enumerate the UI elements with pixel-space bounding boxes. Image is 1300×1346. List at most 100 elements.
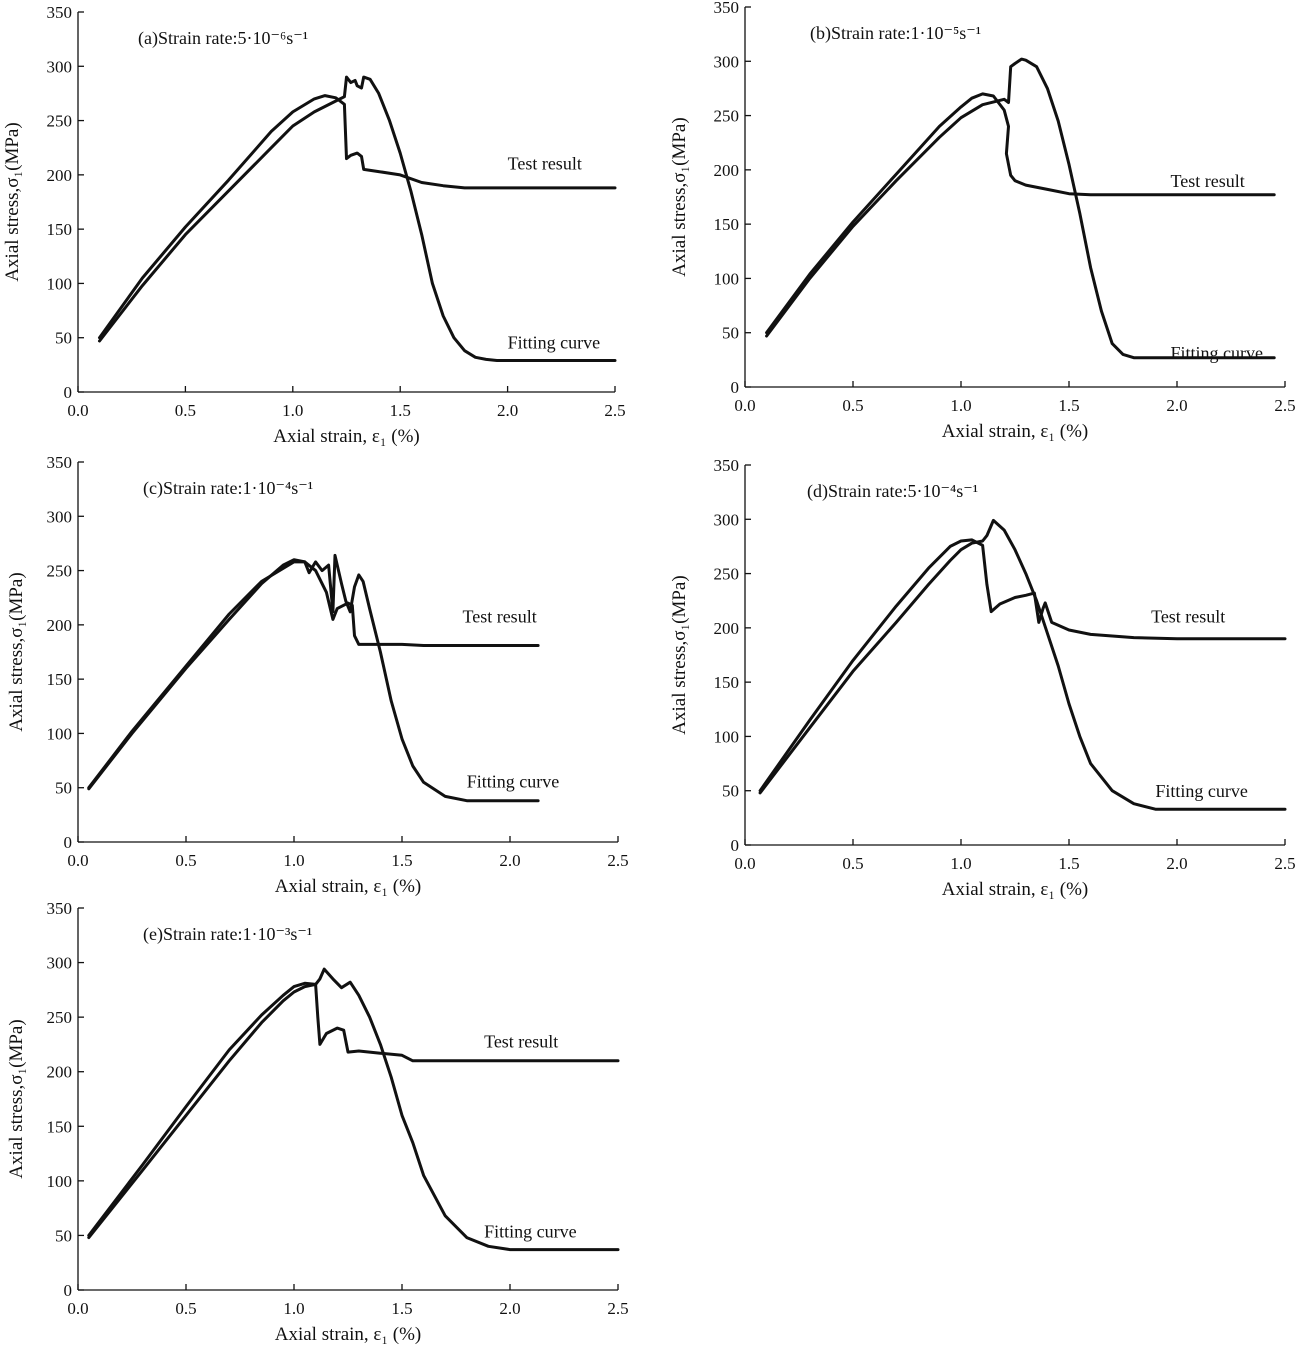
- y-tick-label: 0: [64, 833, 73, 852]
- y-tick-label: 0: [64, 1281, 73, 1300]
- x-tick-label: 1.5: [390, 401, 411, 420]
- series-label-fitting-curve: Fitting curve: [1171, 343, 1264, 363]
- x-tick-label: 1.5: [1058, 854, 1079, 873]
- x-tick-label: 2.5: [607, 1299, 628, 1318]
- chart-panel-4: 0.0 0.5 1.0 1.5 2.0 2.5 0 50 100 150 200 250 300 350 A…: [669, 456, 1296, 900]
- x-tick-label: 2.5: [607, 851, 628, 870]
- y-tick-label: 200: [47, 1063, 73, 1082]
- x-tick-label: 1.0: [283, 1299, 304, 1318]
- x-tick-label: 2.5: [604, 401, 625, 420]
- x-tick-label: 1.0: [283, 851, 304, 870]
- series-line-test-result: [765, 57, 1276, 360]
- y-tick-label: 200: [47, 166, 73, 185]
- series-label-fitting-curve: Fitting curve: [508, 333, 600, 353]
- series-line-test-result: [87, 553, 540, 803]
- x-tick-label: 1.5: [391, 851, 412, 870]
- y-axis-label: Axial stress,σ₁(MPa): [669, 117, 690, 276]
- x-tick-label: 2.5: [1274, 854, 1295, 873]
- y-tick-label: 350: [47, 453, 73, 472]
- chart-panel-2: 0.0 0.5 1.0 1.5 2.0 2.5 0 50 100 150 200 250 300 350 A…: [669, 0, 1296, 442]
- panel-title: (c)Strain rate:1·10⁻⁴s⁻¹: [143, 478, 313, 499]
- x-tick-label: 1.0: [950, 854, 971, 873]
- y-tick-label: 150: [47, 670, 73, 689]
- y-tick-label: 0: [731, 836, 740, 855]
- panel-title: (e)Strain rate:1·10⁻³s⁻¹: [143, 924, 312, 945]
- y-tick-label: 100: [714, 727, 740, 746]
- series-line-test-result: [98, 75, 617, 362]
- y-tick-label: 100: [47, 724, 73, 743]
- x-tick-label: 0.0: [734, 854, 755, 873]
- y-tick-label: 150: [47, 220, 73, 239]
- y-tick-label: 250: [47, 562, 73, 581]
- y-tick-label: 350: [714, 456, 740, 475]
- y-tick-label: 50: [722, 324, 739, 343]
- panel-title: (d)Strain rate:5·10⁻⁴s⁻¹: [807, 481, 978, 502]
- chart-panel-3: 0.0 0.5 1.0 1.5 2.0 2.5 0 50 100 150 200 250 300 350 A…: [6, 453, 629, 897]
- y-tick-label: 0: [731, 378, 740, 397]
- series-label-test-result: Test result: [1151, 606, 1225, 626]
- series-line-fitting-curve: [98, 94, 617, 340]
- x-tick-label: 2.5: [1274, 396, 1295, 415]
- x-axis-label: Axial strain, ε₁ (%): [273, 426, 420, 447]
- x-tick-label: 0.5: [175, 401, 196, 420]
- chart-panel-1: 0.0 0.5 1.0 1.5 2.0 2.5 0 50 100 150 200 250 300 350 A…: [2, 3, 626, 447]
- series-label-test-result: Test result: [462, 607, 536, 627]
- panel-title: (b)Strain rate:1·10⁻⁵s⁻¹: [810, 23, 981, 44]
- y-tick-label: 250: [47, 112, 73, 131]
- y-tick-label: 300: [47, 954, 73, 973]
- y-tick-label: 300: [47, 57, 73, 76]
- y-axis-label: Axial stress,σ₁(MPa): [2, 122, 23, 281]
- y-tick-label: 50: [55, 329, 72, 348]
- series-label-fitting-curve: Fitting curve: [1155, 781, 1248, 801]
- y-tick-label: 200: [714, 161, 740, 180]
- y-tick-label: 350: [47, 3, 73, 22]
- x-tick-label: 2.0: [499, 851, 520, 870]
- x-tick-label: 2.0: [1166, 396, 1187, 415]
- x-tick-label: 1.5: [1058, 396, 1079, 415]
- x-tick-label: 0.0: [734, 396, 755, 415]
- panel-title: (a)Strain rate:5·10⁻⁶s⁻¹: [138, 28, 308, 49]
- series-line-fitting-curve: [87, 981, 620, 1237]
- x-tick-label: 0.5: [842, 854, 863, 873]
- y-tick-label: 100: [714, 269, 740, 288]
- y-tick-label: 300: [47, 507, 73, 526]
- series-label-test-result: Test result: [508, 153, 582, 173]
- x-tick-label: 1.0: [950, 396, 971, 415]
- y-tick-label: 300: [714, 510, 740, 529]
- series-label-fitting-curve: Fitting curve: [484, 1222, 576, 1242]
- y-tick-label: 50: [55, 1226, 72, 1245]
- y-tick-label: 200: [47, 616, 73, 635]
- x-tick-label: 0.5: [175, 851, 196, 870]
- y-tick-label: 250: [714, 107, 740, 126]
- y-axis-label: Axial stress,σ₁(MPa): [6, 572, 27, 731]
- x-tick-label: 0.0: [67, 1299, 88, 1318]
- x-tick-label: 1.5: [391, 1299, 412, 1318]
- x-tick-label: 0.0: [67, 851, 88, 870]
- series-label-test-result: Test result: [1171, 171, 1245, 191]
- y-tick-label: 100: [47, 1172, 73, 1191]
- y-tick-label: 100: [47, 274, 73, 293]
- series-line-fitting-curve: [765, 92, 1276, 335]
- series-label-fitting-curve: Fitting curve: [467, 772, 560, 792]
- x-tick-label: 0.0: [67, 401, 88, 420]
- y-tick-label: 250: [714, 565, 740, 584]
- x-axis-label: Axial strain, ε₁ (%): [942, 421, 1089, 442]
- x-tick-label: 2.0: [499, 1299, 520, 1318]
- x-tick-label: 0.5: [175, 1299, 196, 1318]
- x-axis-label: Axial strain, ε₁ (%): [275, 876, 422, 897]
- y-tick-label: 200: [714, 619, 740, 638]
- series-line-fitting-curve: [87, 560, 540, 790]
- y-tick-label: 50: [55, 779, 72, 798]
- x-axis-label: Axial strain, ε₁ (%): [275, 1324, 422, 1345]
- y-tick-label: 150: [47, 1117, 73, 1136]
- chart-panel-5: 0.0 0.5 1.0 1.5 2.0 2.5 0 50 100 150 200 250 300 350 A…: [6, 899, 629, 1345]
- y-tick-label: 250: [47, 1008, 73, 1027]
- y-tick-label: 50: [722, 782, 739, 801]
- series-line-fitting-curve: [758, 538, 1287, 793]
- series-label-test-result: Test result: [484, 1032, 558, 1052]
- x-axis-label: Axial strain, ε₁ (%): [942, 879, 1089, 900]
- y-tick-label: 0: [64, 383, 73, 402]
- y-tick-label: 350: [714, 0, 740, 17]
- y-tick-label: 300: [714, 52, 740, 71]
